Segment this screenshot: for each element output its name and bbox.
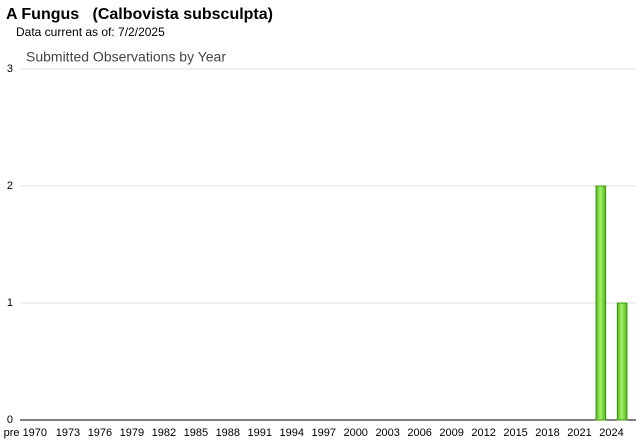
bar: [595, 185, 607, 421]
y-tick-label: 0: [7, 414, 13, 426]
x-tick-label: 2000: [343, 427, 367, 439]
x-tick-label: 2015: [503, 427, 527, 439]
x-tick-label: 1982: [152, 427, 176, 439]
x-tick-label: pre 1970: [4, 427, 47, 439]
x-tick-label: 1979: [120, 427, 144, 439]
x-tick-label: 1991: [248, 427, 272, 439]
y-tick-label: 3: [7, 63, 13, 75]
x-tick-label: 2006: [407, 427, 431, 439]
page-title: A Fungus (Calbovista subsculpta): [6, 6, 273, 23]
x-tick-label: 1988: [216, 427, 240, 439]
x-tick-label: 1994: [280, 427, 304, 439]
x-tick-label: 2012: [471, 427, 495, 439]
x-tick-label: 2003: [375, 427, 399, 439]
bar: [616, 302, 628, 421]
x-tick-label: 2018: [535, 427, 559, 439]
x-tick-label: 1985: [184, 427, 208, 439]
y-tick-label: 1: [7, 297, 13, 309]
y-tick-label: 2: [7, 180, 13, 192]
x-tick-label: 1976: [88, 427, 112, 439]
x-tick-label: 2009: [439, 427, 463, 439]
x-tick-label: 1973: [56, 427, 80, 439]
x-tick-label: 2021: [567, 427, 591, 439]
x-tick-label: 2024: [599, 427, 623, 439]
subtitle: Data current as of: 7/2/2025: [16, 25, 165, 39]
chart-title: Submitted Observations by Year: [26, 49, 226, 65]
x-tick-label: 1997: [311, 427, 335, 439]
